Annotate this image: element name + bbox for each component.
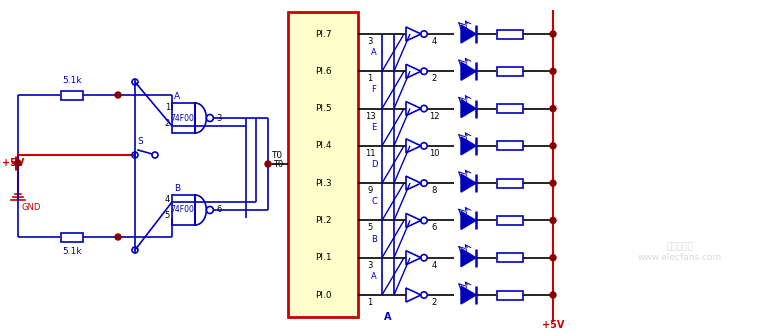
Text: PI.6: PI.6 (315, 67, 332, 76)
Text: 1: 1 (367, 298, 373, 307)
Text: 8: 8 (432, 186, 436, 195)
Text: T0: T0 (271, 151, 282, 160)
Text: PI.2: PI.2 (315, 216, 331, 225)
Bar (497, 290, 523, 299)
Text: PI.3: PI.3 (315, 179, 332, 188)
Text: A: A (174, 92, 180, 101)
Text: +5V: +5V (2, 158, 24, 168)
Bar (497, 216, 523, 225)
Text: 74F00: 74F00 (170, 114, 195, 123)
Circle shape (550, 255, 556, 261)
Circle shape (550, 217, 556, 223)
Text: 4: 4 (165, 195, 170, 204)
Bar (497, 141, 523, 150)
Text: 5.1k: 5.1k (62, 247, 82, 256)
Text: S: S (137, 137, 143, 146)
Text: 9: 9 (367, 186, 373, 195)
Bar (288, 12, 358, 317)
Circle shape (550, 180, 556, 186)
Text: 4: 4 (432, 37, 436, 46)
Bar (61, 91, 83, 100)
Text: D: D (370, 160, 377, 169)
Text: T0: T0 (273, 159, 283, 169)
Text: B: B (174, 184, 180, 193)
Text: 6: 6 (216, 206, 222, 214)
Text: GND: GND (21, 204, 40, 212)
Polygon shape (461, 25, 476, 43)
Text: 1: 1 (165, 103, 170, 112)
Text: +5V: +5V (542, 320, 564, 330)
Polygon shape (461, 137, 476, 155)
Circle shape (115, 234, 121, 240)
Text: PI.4: PI.4 (315, 141, 331, 150)
Circle shape (550, 31, 556, 37)
Text: E: E (371, 123, 377, 132)
Text: A: A (384, 312, 391, 322)
Text: 3: 3 (216, 114, 222, 123)
Bar (497, 253, 523, 262)
Text: C: C (371, 197, 377, 206)
Text: 10: 10 (429, 149, 439, 158)
Circle shape (115, 92, 121, 98)
Text: 12: 12 (429, 112, 439, 121)
Circle shape (550, 106, 556, 112)
Circle shape (550, 68, 556, 74)
Text: 6: 6 (432, 223, 436, 232)
Text: 11: 11 (365, 149, 375, 158)
Text: F: F (371, 85, 377, 94)
Text: 电子发烧友
www.elecfans.com: 电子发烧友 www.elecfans.com (638, 242, 722, 262)
Text: 4: 4 (432, 261, 436, 270)
Polygon shape (461, 62, 476, 80)
Circle shape (265, 161, 271, 167)
Circle shape (550, 143, 556, 149)
Text: PI.1: PI.1 (315, 253, 332, 262)
Text: A: A (371, 272, 377, 281)
Bar (497, 179, 523, 188)
Text: 5: 5 (165, 211, 170, 220)
Polygon shape (461, 174, 476, 192)
Bar (497, 104, 523, 113)
Text: 2: 2 (432, 298, 436, 307)
Polygon shape (461, 286, 476, 304)
Text: 2: 2 (165, 119, 170, 128)
Text: PI.5: PI.5 (315, 104, 332, 113)
Text: 74F00: 74F00 (170, 206, 195, 214)
Text: 5.1k: 5.1k (62, 76, 82, 85)
Bar (497, 67, 523, 76)
Text: 13: 13 (365, 112, 375, 121)
Bar (497, 30, 523, 39)
Circle shape (15, 160, 21, 166)
Text: PI.0: PI.0 (315, 290, 332, 299)
Circle shape (550, 292, 556, 298)
Polygon shape (461, 249, 476, 267)
Polygon shape (461, 100, 476, 118)
Bar (172, 195, 195, 225)
Text: 5: 5 (367, 223, 373, 232)
Bar (61, 232, 83, 241)
Text: A: A (371, 48, 377, 57)
Text: 3: 3 (367, 37, 373, 46)
Text: PI.7: PI.7 (315, 30, 332, 39)
Text: 3: 3 (367, 261, 373, 270)
Bar (172, 103, 195, 133)
Text: 2: 2 (432, 74, 436, 83)
Text: B: B (371, 235, 377, 244)
Polygon shape (461, 211, 476, 229)
Text: 1: 1 (367, 74, 373, 83)
